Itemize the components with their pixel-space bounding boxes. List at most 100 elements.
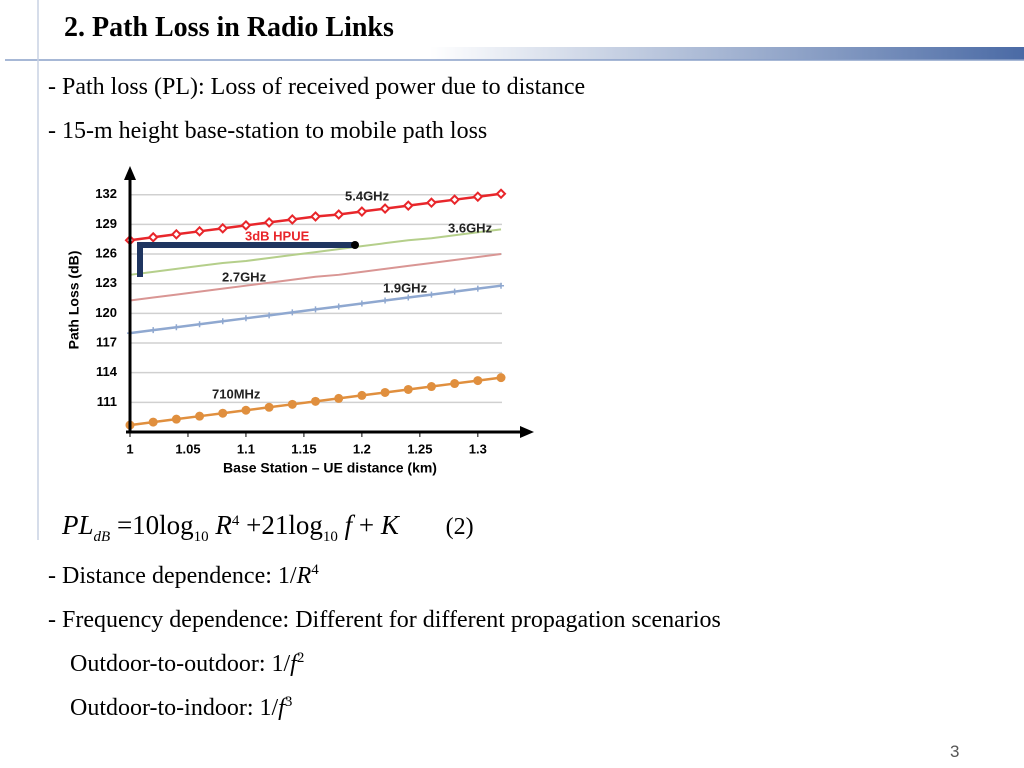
marker — [217, 222, 229, 234]
marker — [263, 217, 275, 228]
marker — [335, 303, 342, 310]
hpue-dot — [351, 241, 359, 249]
series-line — [129, 228, 502, 276]
marker — [289, 309, 296, 316]
marker — [382, 297, 389, 304]
marker — [426, 382, 436, 392]
y-tick-label: 117 — [96, 334, 117, 349]
marker — [311, 396, 321, 406]
bullet: - 15-m height base-station to mobile pat… — [48, 118, 488, 144]
marker — [450, 379, 460, 389]
marker — [312, 306, 319, 313]
hpue-arrow — [137, 242, 354, 277]
bullet: - Frequency dependence: Different for di… — [48, 607, 721, 633]
marker — [196, 321, 203, 328]
marker — [405, 294, 412, 301]
marker — [241, 405, 251, 415]
marker — [358, 300, 365, 307]
marker — [264, 402, 274, 412]
y-tick-label: 111 — [97, 394, 117, 409]
bullet-var: f — [290, 651, 297, 677]
eq-part: dB — [93, 529, 111, 545]
marker — [334, 393, 344, 403]
series-line — [129, 253, 502, 302]
bullet-exp: 4 — [311, 562, 319, 578]
marker — [150, 327, 157, 334]
y-tick-label: 123 — [95, 275, 117, 290]
marker — [266, 312, 273, 319]
marker — [356, 206, 368, 217]
equation: PLdB =10log10 R4 +21log10 f + K (2) — [62, 510, 474, 545]
eq-number: (2) — [445, 514, 474, 540]
bullet: - Path loss (PL): Loss of received power… — [48, 74, 586, 100]
annotation: 3dB HPUE — [245, 228, 310, 243]
x-tick-label: 1.1 — [237, 441, 255, 456]
marker — [473, 376, 483, 386]
eq-part: 10 — [322, 529, 338, 545]
title: 2. Path Loss in Radio Links — [64, 12, 394, 43]
eq-part: K — [380, 510, 399, 540]
marker — [402, 200, 414, 212]
eq-part: =10log — [116, 510, 194, 540]
bullet: Outdoor-to-outdoor: 1/f2 — [70, 651, 304, 678]
marker — [379, 203, 391, 214]
marker — [474, 285, 481, 292]
series-label: 3.6GHz — [448, 220, 493, 235]
series-label: 710MHz — [212, 386, 261, 401]
bullet: - Distance dependence: 1/R4 — [48, 563, 319, 590]
marker — [218, 408, 228, 418]
bullet-text: Outdoor-to-indoor: 1/ — [70, 695, 279, 721]
y-tick-label: 114 — [96, 364, 118, 379]
y-axis-arrow — [124, 166, 136, 180]
bullet-text: Outdoor-to-outdoor: 1/ — [70, 651, 291, 677]
y-tick-label: 132 — [95, 186, 117, 201]
marker — [495, 188, 507, 200]
marker — [496, 373, 506, 383]
marker — [428, 291, 435, 298]
bullet: Outdoor-to-indoor: 1/f3 — [70, 695, 292, 722]
x-tick-label: 1.2 — [353, 441, 371, 456]
marker — [194, 225, 205, 237]
bullet-exp: 3 — [284, 694, 293, 710]
marker — [310, 211, 321, 222]
marker — [219, 318, 226, 325]
x-tick-label: 1 — [126, 441, 133, 456]
marker — [498, 282, 505, 289]
marker — [147, 231, 159, 243]
marker — [242, 315, 249, 322]
marker — [333, 209, 345, 220]
x-axis-label: Base Station – UE distance (km) — [223, 460, 437, 476]
eq-part: + — [358, 510, 375, 540]
bullet-var: R — [296, 563, 312, 589]
marker — [357, 390, 367, 400]
x-axis-arrow — [520, 426, 534, 438]
marker — [403, 384, 413, 394]
bullet-var: f — [278, 695, 285, 721]
marker — [195, 411, 205, 421]
title-bar — [430, 47, 1024, 60]
x-tick-label: 1.3 — [469, 441, 487, 456]
y-tick-label: 126 — [95, 245, 117, 260]
marker — [472, 191, 484, 203]
x-tick-label: 1.05 — [175, 441, 200, 456]
marker — [240, 219, 252, 231]
marker — [451, 288, 458, 295]
marker — [170, 228, 182, 240]
eq-part: f — [344, 510, 353, 540]
eq-part: 4 — [231, 513, 240, 529]
x-tick-label: 1.15 — [291, 441, 316, 456]
x-tick-label: 1.25 — [407, 441, 432, 456]
eq-part: +21log — [246, 510, 323, 540]
bullet-text: - Distance dependence: 1/ — [48, 563, 297, 589]
series-label: 1.9GHz — [383, 280, 428, 295]
y-tick-label: 129 — [95, 216, 117, 231]
eq-part: PL — [62, 510, 94, 540]
y-axis-label: Path Loss (dB) — [66, 251, 82, 350]
bullet-exp: 2 — [296, 650, 305, 666]
series-label: 2.7GHz — [222, 269, 267, 284]
marker — [287, 399, 297, 409]
marker — [171, 414, 181, 424]
marker — [286, 214, 298, 225]
